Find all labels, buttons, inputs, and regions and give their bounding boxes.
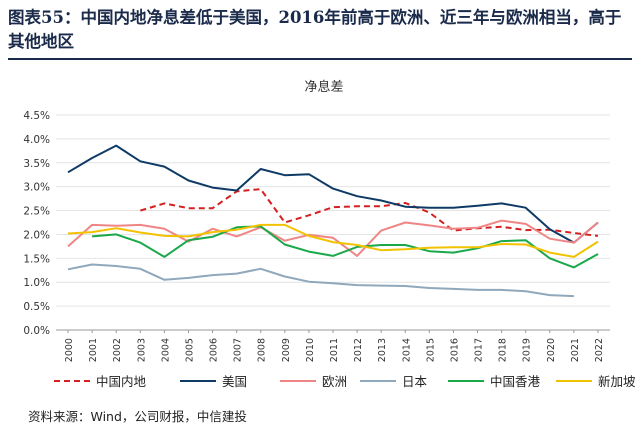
- series-line-中国内地: [140, 188, 599, 237]
- y-tick-label: 2.5%: [23, 206, 50, 218]
- x-tick-label: 2000: [64, 338, 75, 362]
- x-tick-label: 2005: [184, 338, 195, 362]
- series-line-欧洲: [67, 219, 599, 257]
- legend-label: 中国内地: [96, 374, 147, 389]
- y-tick-label: 4.0%: [23, 134, 50, 146]
- x-tick-label: 2014: [401, 338, 412, 362]
- source-note: 资料来源：Wind，公司财报，中信建投: [28, 409, 247, 424]
- y-tick-label: 0.0%: [23, 325, 50, 337]
- x-tick-label: 2003: [136, 338, 147, 362]
- x-tick-label: 2001: [88, 338, 99, 362]
- legend-label: 美国: [222, 374, 247, 389]
- y-tick-label: 4.5%: [23, 110, 50, 122]
- x-tick-label: 2011: [329, 338, 340, 362]
- series-line-日本: [67, 263, 574, 298]
- y-tick-label: 1.5%: [23, 253, 50, 265]
- series-line-美国: [67, 144, 599, 244]
- series-line-中国香港: [92, 225, 599, 269]
- x-tick-label: 2022: [594, 338, 605, 362]
- x-tick-label: 2007: [233, 338, 244, 362]
- y-tick-label: 3.0%: [23, 182, 50, 194]
- legend: 中国内地 美国 欧洲 日本 中国香港 新加坡: [54, 374, 636, 389]
- x-tick-label: 2019: [522, 338, 533, 362]
- gridlines: [56, 114, 610, 331]
- x-tick-label: 2012: [353, 338, 364, 362]
- x-tick-label: 2013: [377, 338, 388, 362]
- legend-label: 中国香港: [490, 374, 541, 389]
- figure-title: 图表55：中国内地净息差低于美国，2016年前高于欧洲、近三年与欧洲相当，高于其…: [8, 8, 622, 51]
- series-line-新加坡: [67, 223, 599, 258]
- x-tick-label: 2017: [474, 338, 485, 362]
- chart-title: 净息差: [304, 79, 343, 95]
- title-rule: [8, 58, 632, 60]
- x-tick-label: 2006: [209, 338, 220, 362]
- x-axis-ticks: 2000 2001 2002 2003 2004 2005 2006 2007 2008 2009…: [64, 330, 605, 362]
- y-tick-label: 1.0%: [23, 277, 50, 289]
- y-tick-label: 0.5%: [23, 301, 50, 313]
- x-tick-label: 2015: [425, 338, 436, 362]
- x-tick-label: 2016: [449, 338, 460, 362]
- legend-label: 日本: [402, 374, 428, 389]
- x-tick-label: 2021: [570, 338, 581, 362]
- legend-label: 欧洲: [322, 374, 347, 389]
- x-tick-label: 2010: [305, 338, 316, 362]
- x-tick-label: 2008: [257, 338, 268, 362]
- y-axis-ticks: 0.0% 0.5% 1.0% 1.5% 2.0% 2.5% 3.0% 3.5% 4.0% 4.5%: [23, 110, 50, 337]
- x-tick-label: 2018: [498, 338, 509, 362]
- x-tick-label: 2002: [112, 338, 123, 362]
- x-tick-label: 2020: [546, 338, 557, 362]
- y-tick-label: 2.0%: [23, 229, 50, 241]
- y-tick-label: 3.5%: [23, 158, 50, 170]
- series-lines: [67, 144, 599, 298]
- legend-label: 新加坡: [598, 374, 636, 389]
- line-chart: 净息差 0.0% 0.5% 1.0% 1.5% 2.0% 2.5% 3.0% 3.5% 4.0%…: [23, 79, 636, 389]
- x-tick-label: 2004: [160, 338, 171, 362]
- x-tick-label: 2009: [281, 338, 292, 362]
